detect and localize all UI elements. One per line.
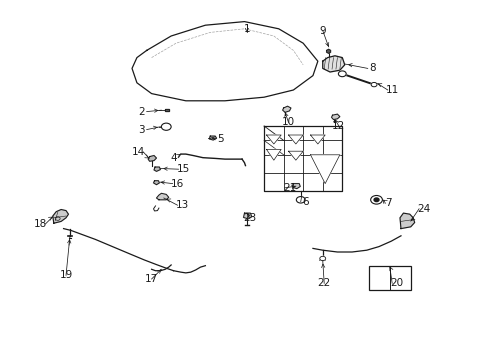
Polygon shape — [292, 184, 300, 189]
Polygon shape — [282, 106, 290, 112]
Text: 6: 6 — [302, 197, 308, 207]
Polygon shape — [310, 135, 325, 144]
Polygon shape — [331, 114, 339, 120]
Text: 22: 22 — [317, 278, 330, 288]
Circle shape — [370, 195, 382, 204]
Text: 21: 21 — [282, 183, 296, 193]
Polygon shape — [156, 193, 168, 200]
Text: 17: 17 — [144, 274, 158, 284]
Text: 20: 20 — [390, 278, 403, 288]
Polygon shape — [266, 135, 281, 144]
Circle shape — [370, 82, 376, 87]
Polygon shape — [165, 109, 169, 111]
Polygon shape — [266, 149, 281, 160]
Circle shape — [161, 123, 171, 130]
Circle shape — [338, 71, 346, 77]
Text: 14: 14 — [131, 147, 145, 157]
Polygon shape — [310, 155, 339, 184]
Polygon shape — [326, 49, 330, 53]
Bar — [368, 266, 410, 290]
Circle shape — [373, 198, 378, 202]
Polygon shape — [53, 210, 68, 223]
Text: 8: 8 — [368, 63, 375, 73]
Polygon shape — [399, 213, 414, 229]
Circle shape — [319, 256, 325, 261]
Text: 19: 19 — [59, 270, 73, 280]
Text: 12: 12 — [331, 121, 345, 131]
Text: 18: 18 — [34, 219, 47, 229]
Text: 4: 4 — [170, 153, 177, 163]
Text: 24: 24 — [416, 204, 430, 214]
Polygon shape — [288, 151, 303, 160]
Polygon shape — [153, 181, 159, 185]
Text: 1: 1 — [243, 24, 250, 34]
Polygon shape — [154, 167, 160, 171]
Text: 15: 15 — [176, 164, 190, 174]
Text: 13: 13 — [175, 200, 189, 210]
Text: 3: 3 — [138, 125, 145, 135]
Text: 16: 16 — [170, 179, 184, 189]
Text: 5: 5 — [216, 134, 223, 144]
Text: 2: 2 — [138, 107, 145, 117]
Polygon shape — [148, 156, 156, 161]
Polygon shape — [209, 136, 216, 140]
Polygon shape — [322, 56, 344, 72]
Polygon shape — [243, 213, 251, 219]
Text: 23: 23 — [242, 213, 256, 223]
Text: 7: 7 — [385, 198, 391, 208]
Polygon shape — [288, 135, 303, 144]
Circle shape — [296, 197, 305, 203]
Text: 9: 9 — [319, 26, 325, 36]
Text: 10: 10 — [282, 117, 294, 127]
Text: 11: 11 — [385, 85, 399, 95]
